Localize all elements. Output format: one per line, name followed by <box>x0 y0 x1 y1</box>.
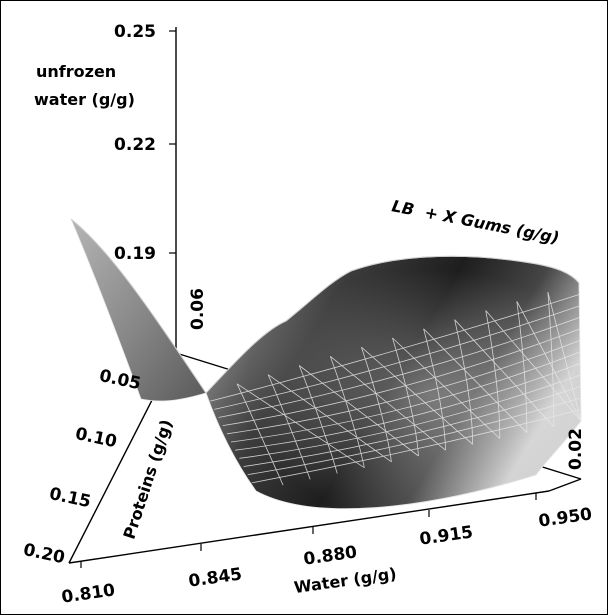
mesh-line <box>392 337 419 457</box>
mesh-line <box>454 319 555 428</box>
mesh-line <box>230 351 581 443</box>
y-axis-title: Proteins (g/g) <box>120 417 177 541</box>
mesh-line <box>226 340 580 435</box>
z-axis-title-line2: water (g/g) <box>34 90 135 109</box>
mesh-line <box>298 365 338 474</box>
mesh-line <box>251 409 581 484</box>
x-tick-label: 0.880 <box>302 542 358 569</box>
mesh-line <box>222 328 580 427</box>
mesh-line <box>392 337 501 439</box>
mesh-line <box>329 356 365 468</box>
w-tick-label: 0.06 <box>188 288 208 330</box>
mesh-line <box>218 317 580 418</box>
mesh-line <box>485 310 582 422</box>
x-tick-label: 0.845 <box>187 564 243 591</box>
mesh-line <box>239 374 581 459</box>
mesh-line <box>423 328 528 433</box>
w-tick-labels: 0.06 0.02 <box>188 288 586 470</box>
mesh-line <box>516 301 582 422</box>
x-axis-line <box>68 490 550 564</box>
mesh-line <box>547 292 582 422</box>
w-axis-line <box>548 478 582 492</box>
mesh-line <box>247 397 581 476</box>
mesh-line <box>516 301 528 433</box>
mesh-line <box>361 346 473 445</box>
x-tick-label: 0.810 <box>60 580 116 607</box>
mesh-line <box>235 363 581 451</box>
mesh-line <box>454 319 474 445</box>
mesh-line <box>423 328 446 451</box>
mesh-line <box>299 365 419 457</box>
mesh-lines <box>210 292 582 486</box>
z-tick-label: 0.22 <box>114 135 156 155</box>
x-tick-label: 0.915 <box>418 522 474 549</box>
z-tick-label: 0.19 <box>114 244 156 264</box>
surface-edge <box>70 218 580 394</box>
y-tick-label: 0.10 <box>73 424 118 452</box>
tick-marks <box>80 30 537 568</box>
mesh-line <box>214 305 580 410</box>
mesh-line <box>210 294 580 402</box>
z-tick-label: 0.25 <box>114 22 156 42</box>
w-tick-label: 0.02 <box>566 428 586 470</box>
z-axis-title-line1: unfrozen <box>36 62 116 81</box>
mesh-line <box>236 383 284 486</box>
mesh-line <box>236 383 365 469</box>
w-axis-title: LB + X Gums (g/g) <box>390 196 561 247</box>
mesh-line <box>361 347 392 462</box>
mesh-line <box>243 386 581 467</box>
x-tick-label: 0.950 <box>537 504 593 531</box>
y-tick-label: 0.15 <box>47 484 92 512</box>
mesh-line <box>547 292 555 427</box>
mesh-line <box>267 374 311 480</box>
mesh-line <box>330 356 446 451</box>
z-tick-labels: 0.25 0.22 0.19 <box>114 22 156 264</box>
mesh-line <box>267 374 392 463</box>
mesh-line <box>485 310 501 439</box>
surface-mesh <box>70 218 582 510</box>
y-tick-label: 0.20 <box>21 540 66 568</box>
